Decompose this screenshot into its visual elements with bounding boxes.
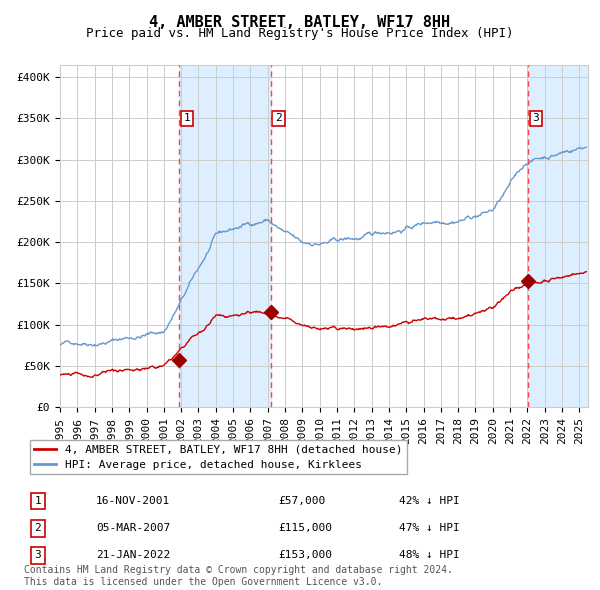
Text: 1: 1 — [34, 496, 41, 506]
Text: 4, AMBER STREET, BATLEY, WF17 8HH: 4, AMBER STREET, BATLEY, WF17 8HH — [149, 15, 451, 30]
Text: £153,000: £153,000 — [278, 550, 332, 560]
Text: 3: 3 — [34, 550, 41, 560]
Text: 2: 2 — [34, 523, 41, 533]
Text: 16-NOV-2001: 16-NOV-2001 — [96, 496, 170, 506]
Text: 1: 1 — [184, 113, 190, 123]
Text: 21-JAN-2022: 21-JAN-2022 — [96, 550, 170, 560]
Text: 2: 2 — [275, 113, 282, 123]
Text: Price paid vs. HM Land Registry's House Price Index (HPI): Price paid vs. HM Land Registry's House … — [86, 27, 514, 40]
Legend: 4, AMBER STREET, BATLEY, WF17 8HH (detached house), HPI: Average price, detached: 4, AMBER STREET, BATLEY, WF17 8HH (detac… — [29, 440, 407, 474]
Text: 05-MAR-2007: 05-MAR-2007 — [96, 523, 170, 533]
Text: £57,000: £57,000 — [278, 496, 325, 506]
Text: £115,000: £115,000 — [278, 523, 332, 533]
Text: Contains HM Land Registry data © Crown copyright and database right 2024.
This d: Contains HM Land Registry data © Crown c… — [24, 565, 453, 587]
Bar — [528, 65, 588, 407]
Text: 48% ↓ HPI: 48% ↓ HPI — [400, 550, 460, 560]
Bar — [179, 65, 271, 407]
Text: 3: 3 — [533, 113, 539, 123]
Text: 47% ↓ HPI: 47% ↓ HPI — [400, 523, 460, 533]
Text: 42% ↓ HPI: 42% ↓ HPI — [400, 496, 460, 506]
